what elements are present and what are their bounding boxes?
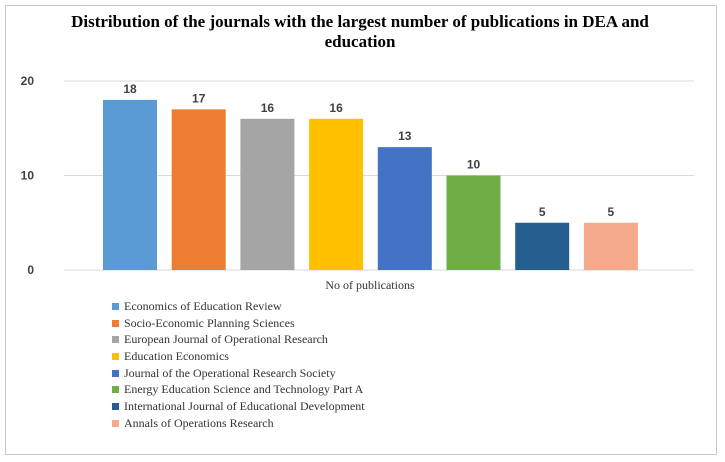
data-label: 5 (539, 205, 546, 219)
data-label: 16 (329, 101, 343, 115)
legend-swatch (112, 419, 119, 427)
data-label: 13 (398, 129, 412, 143)
data-label: 18 (123, 82, 137, 96)
legend-item: Socio-Economic Planning Sciences (112, 315, 365, 332)
bar (515, 222, 570, 270)
bar (377, 147, 432, 270)
bar (103, 99, 157, 271)
y-tick-label: 20 (21, 74, 35, 88)
legend-item: Economics of Education Review (112, 298, 365, 315)
legend-item: International Journal of Educational Dev… (112, 398, 365, 415)
chart-title: Distribution of the journals with the la… (71, 12, 649, 51)
legend-swatch (112, 302, 119, 310)
legend-label: Socio-Economic Planning Sciences (124, 315, 295, 330)
bar (446, 175, 501, 270)
legend-swatch (112, 402, 119, 410)
legend-label: Journal of the Operational Research Soci… (124, 365, 336, 380)
legend-swatch (112, 352, 119, 360)
legend-swatch (112, 336, 119, 344)
bar (309, 118, 364, 270)
legend: Economics of Education Review Socio-Econo… (112, 298, 365, 432)
legend-swatch (112, 386, 119, 394)
legend-item: Annals of Operations Research (112, 415, 365, 432)
bar (583, 222, 638, 270)
legend-item: European Journal of Operational Research (112, 331, 365, 348)
legend-label: Energy Education Science and Technology … (124, 382, 364, 397)
legend-label: Economics of Education Review (124, 299, 282, 313)
y-tick-label: 10 (21, 169, 35, 183)
data-label: 17 (192, 91, 206, 105)
y-tick-label: 0 (27, 263, 34, 277)
legend-swatch (112, 369, 119, 377)
legend-swatch (112, 319, 119, 327)
x-axis-label: No of publications (325, 278, 415, 292)
data-label: 5 (608, 205, 615, 219)
data-label: 10 (467, 158, 481, 172)
data-label: 16 (261, 101, 275, 115)
bar (240, 118, 295, 270)
legend-label: European Journal of Operational Research (124, 332, 328, 347)
legend-label: Annals of Operations Research (124, 415, 274, 430)
legend-label: Education Economics (124, 349, 229, 364)
legend-item: Journal of the Operational Research Soci… (112, 365, 365, 382)
legend-item: Energy Education Science and Technology … (112, 381, 365, 398)
legend-label: International Journal of Educational Dev… (124, 399, 365, 414)
legend-item: Education Economics (112, 348, 365, 365)
bar (171, 109, 226, 270)
